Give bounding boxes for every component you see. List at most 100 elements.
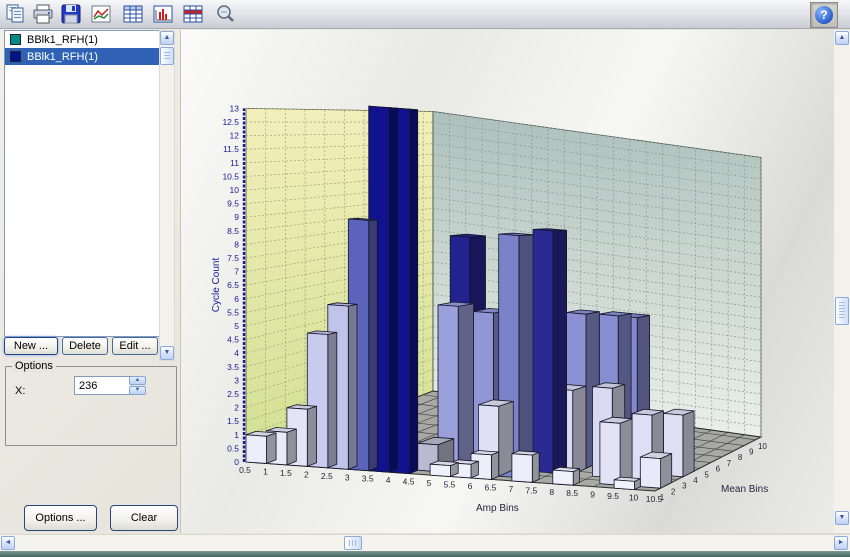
svg-text:10.5: 10.5 [646, 494, 663, 504]
svg-text:3.5: 3.5 [227, 362, 239, 372]
spin-down-icon: ▼ [134, 387, 141, 393]
svg-text:2.5: 2.5 [321, 471, 333, 481]
series-color-swatch [10, 51, 21, 62]
left-pane-scrollbar[interactable]: ▲ ▼ [159, 30, 175, 361]
x-value-input[interactable] [74, 376, 132, 395]
svg-text:Amp Bins: Amp Bins [476, 503, 519, 514]
chart-button[interactable] [88, 1, 114, 27]
svg-text:6: 6 [234, 294, 239, 304]
3d-bar-chart[interactable]: 00.511.522.533.544.555.566.577.588.599.5… [181, 30, 834, 533]
svg-text:8: 8 [234, 239, 239, 249]
list-item[interactable]: BBlk1_RFH(1) [5, 31, 159, 48]
svg-text:2: 2 [304, 469, 309, 479]
svg-text:5: 5 [427, 478, 432, 488]
print-button[interactable] [30, 1, 56, 27]
svg-text:4: 4 [234, 348, 239, 358]
chevron-left-icon: ◄ [4, 539, 12, 546]
svg-text:1.5: 1.5 [280, 468, 292, 478]
x-label: X: [15, 385, 26, 397]
scroll-up-button[interactable]: ▲ [160, 31, 174, 45]
series-label: BBlk1_RFH(1) [27, 50, 98, 63]
zoom-button[interactable] [212, 1, 238, 27]
copy-icon [6, 4, 24, 23]
svg-text:11: 11 [230, 158, 239, 168]
chevron-right-icon: ► [837, 539, 845, 546]
scroll-down-button[interactable]: ▼ [835, 511, 849, 525]
svg-text:4: 4 [693, 476, 698, 485]
svg-text:3: 3 [234, 375, 239, 385]
svg-text:1: 1 [234, 430, 239, 440]
svg-text:6.5: 6.5 [484, 482, 496, 492]
svg-text:2: 2 [671, 487, 676, 496]
clear-button[interactable]: Clear [110, 505, 178, 531]
svg-text:9: 9 [590, 490, 595, 500]
svg-text:2: 2 [234, 403, 239, 413]
options-button[interactable]: Options ... [24, 505, 97, 531]
scroll-thumb[interactable] [835, 297, 849, 325]
svg-text:4.5: 4.5 [403, 477, 415, 487]
svg-text:11.5: 11.5 [223, 144, 239, 154]
scroll-up-button[interactable]: ▲ [835, 31, 849, 45]
svg-text:2.5: 2.5 [227, 389, 239, 399]
new-button[interactable]: New ... [4, 337, 58, 355]
histogram-button[interactable] [150, 1, 176, 27]
help-question-icon: ? [815, 6, 833, 24]
scroll-thumb[interactable] [160, 47, 174, 65]
svg-text:7: 7 [727, 459, 732, 468]
table-button[interactable] [120, 1, 146, 27]
chevron-down-icon: ▼ [163, 349, 171, 356]
svg-text:5.5: 5.5 [444, 480, 456, 490]
svg-text:7.5: 7.5 [227, 253, 239, 263]
help-button[interactable]: ? [810, 2, 838, 28]
spin-up-button[interactable]: ▲ [129, 376, 146, 385]
svg-text:Mean Bins: Mean Bins [721, 484, 768, 495]
chart-vertical-scrollbar[interactable]: ▲ ▼ [834, 30, 850, 533]
x-value-spinner: ▲ ▼ [129, 376, 146, 395]
chart-panel[interactable]: 0 0.5 1 1.5 2 2.5 3 3.5 4 4.5 5 5.5 6 6.5 7 7.5 8 8.5 9 9.5… [180, 30, 834, 533]
spin-up-icon: ▲ [134, 377, 141, 383]
svg-text:1: 1 [660, 493, 665, 502]
horizontal-scrollbar[interactable]: ◄ ► [0, 534, 850, 552]
scroll-thumb[interactable] [344, 536, 362, 550]
chevron-down-icon: ▼ [838, 514, 846, 521]
window-bottom-edge [0, 551, 850, 557]
svg-text:8: 8 [738, 453, 743, 462]
spin-down-button[interactable]: ▼ [129, 386, 146, 395]
matrix-button[interactable] [180, 1, 206, 27]
chevron-up-icon: ▲ [838, 34, 846, 41]
svg-text:9: 9 [234, 212, 239, 222]
chevron-up-icon: ▲ [163, 34, 171, 41]
list-item-selected[interactable]: BBlk1_RFH(1) [5, 48, 159, 65]
scroll-down-button[interactable]: ▼ [160, 346, 174, 360]
save-button[interactable] [58, 1, 84, 27]
scroll-left-button[interactable]: ◄ [1, 536, 15, 550]
svg-text:0.5: 0.5 [227, 443, 239, 453]
toolbar: ? [0, 0, 850, 29]
options-group-title: Options [12, 360, 56, 372]
svg-text:12: 12 [230, 131, 240, 141]
svg-text:3: 3 [345, 472, 350, 482]
svg-text:3: 3 [682, 482, 687, 491]
svg-text:Cycle Count: Cycle Count [211, 258, 222, 313]
copy-button[interactable] [3, 1, 29, 27]
svg-text:1.5: 1.5 [227, 416, 239, 426]
line-chart-icon [91, 5, 111, 23]
svg-text:8.5: 8.5 [227, 226, 239, 236]
scroll-right-button[interactable]: ► [834, 536, 848, 550]
svg-text:10: 10 [629, 493, 639, 503]
edit-button[interactable]: Edit ... [112, 337, 158, 355]
svg-text:13: 13 [230, 103, 240, 113]
svg-text:10: 10 [758, 442, 767, 451]
svg-text:10.5: 10.5 [222, 171, 239, 181]
svg-text:10: 10 [230, 185, 240, 195]
delete-button[interactable]: Delete [62, 337, 108, 355]
svg-text:6: 6 [468, 481, 473, 491]
histogram-icon [153, 5, 173, 23]
options-groupbox: Options X: ▲ ▼ [5, 360, 177, 446]
print-icon [33, 4, 53, 24]
svg-text:4: 4 [386, 475, 391, 485]
svg-text:6: 6 [716, 465, 721, 474]
series-listbox[interactable]: BBlk1_RFH(1) BBlk1_RFH(1) [4, 30, 160, 337]
svg-text:8.5: 8.5 [566, 488, 578, 498]
svg-text:5: 5 [234, 321, 239, 331]
